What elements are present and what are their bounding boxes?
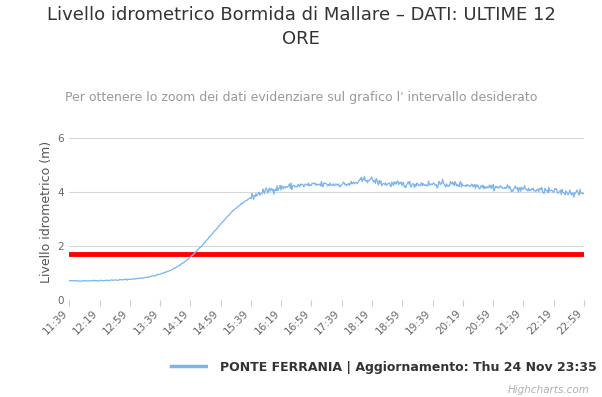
Y-axis label: Livello idrometrico (m): Livello idrometrico (m) bbox=[40, 141, 53, 283]
Text: Livello idrometrico Bormida di Mallare – DATI: ULTIME 12
ORE: Livello idrometrico Bormida di Mallare –… bbox=[46, 6, 556, 48]
Text: Highcharts.com: Highcharts.com bbox=[508, 385, 590, 395]
Text: PONTE FERRANIA | Aggiornamento: Thu 24 Nov 23:35: PONTE FERRANIA | Aggiornamento: Thu 24 N… bbox=[220, 361, 597, 374]
Text: Per ottenere lo zoom dei dati evidenziare sul grafico l' intervallo desiderato: Per ottenere lo zoom dei dati evidenziar… bbox=[65, 91, 537, 104]
